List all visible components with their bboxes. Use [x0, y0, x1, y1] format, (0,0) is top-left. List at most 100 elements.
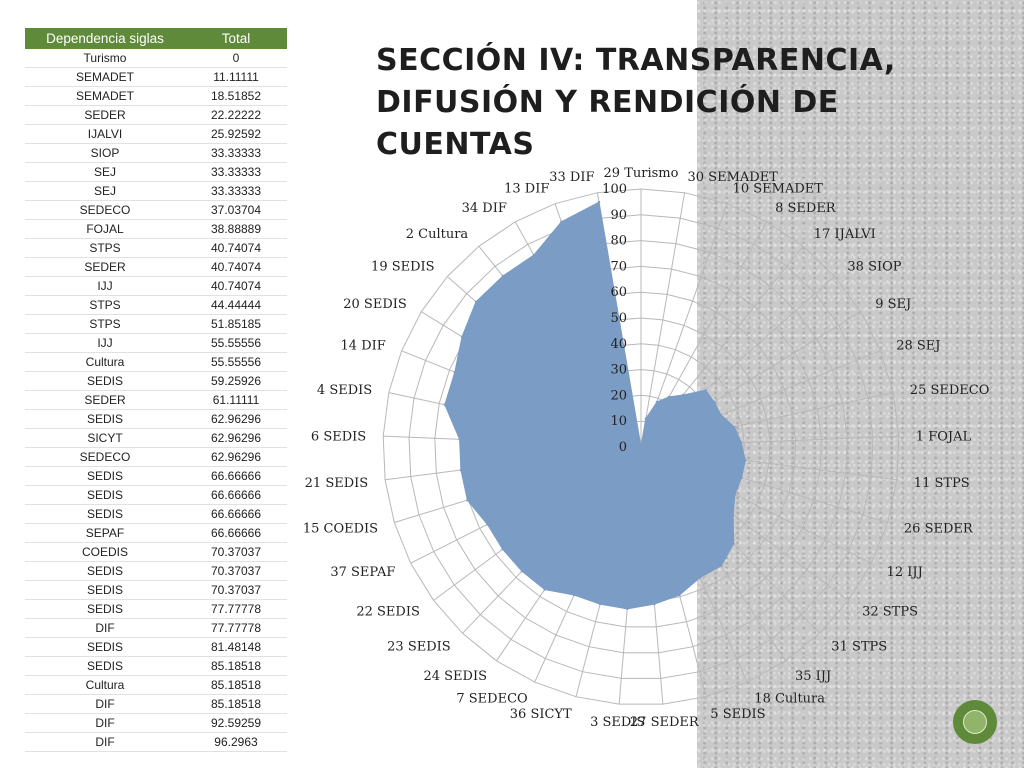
data-point: [458, 438, 461, 441]
textured-gray-panel: [697, 0, 1024, 768]
category-label: 26 SEDER: [904, 522, 974, 537]
category-label: 18 Cultura: [754, 692, 825, 707]
cell-dependencia: COEDIS: [25, 542, 185, 562]
category-label: 29 Turismo: [604, 166, 679, 181]
cell-dependencia: SEPAF: [25, 523, 185, 543]
category-label: 1 FOJAL: [916, 429, 972, 444]
cell-dependencia: Cultura: [25, 675, 185, 695]
data-point: [653, 602, 656, 606]
table-row: SEDIS 77.77778: [25, 599, 287, 619]
category-label: 37 SEPAF: [330, 565, 395, 580]
data-point: [443, 403, 446, 406]
series-area: [444, 201, 746, 610]
category-label: 5 SEDIS: [710, 707, 765, 722]
cell-total: 25.92592: [185, 124, 287, 144]
r-tick-label: 10: [610, 414, 627, 429]
table-row: SEPAF 66.66666: [25, 523, 287, 543]
cell-dependencia: SEMADET: [25, 86, 185, 106]
cell-dependencia: DIF: [25, 694, 185, 714]
cell-total: 22.22222: [185, 105, 287, 125]
r-tick-label: 80: [610, 234, 627, 249]
cell-dependencia: SICYT: [25, 428, 185, 448]
data-point: [644, 417, 647, 420]
cell-dependencia: STPS: [25, 238, 185, 258]
category-label: 33 DIF: [549, 170, 594, 185]
table-row: IJJ 55.55556: [25, 333, 287, 353]
data-point: [572, 593, 576, 597]
slide-nav-button[interactable]: [953, 700, 997, 744]
category-label: 14 DIF: [341, 339, 386, 354]
category-label: 28 SEJ: [896, 339, 940, 354]
cell-dependencia: STPS: [25, 314, 185, 334]
category-label: 15 COEDIS: [303, 522, 378, 537]
table-row: SIOP 33.33333: [25, 143, 287, 163]
r-tick-label: 100: [602, 182, 627, 197]
r-tick-label: 60: [610, 285, 627, 300]
category-label: 34 DIF: [462, 201, 507, 216]
data-point: [733, 425, 736, 429]
cell-total: 66.66666: [185, 485, 287, 505]
cell-dependencia: SIOP: [25, 143, 185, 163]
table-row: STPS 44.44444: [25, 295, 287, 315]
table-row: SEDIS 70.37037: [25, 561, 287, 581]
data-point: [597, 200, 601, 204]
data-point: [560, 220, 563, 223]
cell-dependencia: SEDIS: [25, 656, 185, 676]
table-row: SEMADET 11.11111: [25, 67, 287, 87]
data-point: [543, 588, 546, 591]
cell-dependencia: Cultura: [25, 352, 185, 372]
data-point: [667, 395, 671, 399]
cell-dependencia: SEDIS: [25, 485, 185, 505]
table-row: SEMADET 18.51852: [25, 86, 287, 106]
category-label: 20 SEDIS: [343, 297, 407, 312]
cell-total: 77.77778: [185, 618, 287, 638]
cell-total: 66.66666: [185, 466, 287, 486]
cell-dependencia: DIF: [25, 713, 185, 733]
cell-total: 40.74074: [185, 238, 287, 258]
data-point: [453, 371, 456, 374]
data-point: [732, 514, 735, 517]
table-row: DIF 96.2963: [25, 732, 287, 752]
table-row: STPS 51.85185: [25, 314, 287, 334]
cell-dependencia: Turismo: [25, 49, 185, 68]
data-point: [520, 570, 524, 573]
cell-total: 85.18518: [185, 675, 287, 695]
category-label: 10 SEMADET: [733, 182, 824, 197]
table-row: SEDIS 59.25926: [25, 371, 287, 391]
table-row: SEDIS 81.48148: [25, 637, 287, 657]
cell-total: 70.37037: [185, 542, 287, 562]
category-label: 31 STPS: [831, 640, 887, 655]
table-row: DIF 77.77778: [25, 618, 287, 638]
category-label: 32 STPS: [862, 605, 918, 620]
r-tick-label: 70: [610, 259, 627, 274]
cell-dependencia: SEDIS: [25, 580, 185, 600]
table-header-row: Dependencia siglas Total: [25, 28, 287, 49]
cell-total: 37.03704: [185, 200, 287, 220]
data-point: [459, 468, 463, 472]
cell-total: 85.18518: [185, 694, 287, 714]
cell-dependencia: DIF: [25, 618, 185, 638]
category-label: 24 SEDIS: [423, 669, 487, 684]
cell-total: 96.2963: [185, 732, 287, 752]
table-row: SEDIS 85.18518: [25, 656, 287, 676]
cell-total: 33.33333: [185, 143, 287, 163]
r-tick-label: 50: [610, 311, 627, 326]
cell-dependencia: SEDECO: [25, 200, 185, 220]
category-label: 38 SIOP: [847, 259, 901, 274]
category-label: 9 SEJ: [875, 297, 911, 312]
category-label: 23 SEDIS: [387, 640, 451, 655]
data-point: [720, 564, 723, 567]
r-tick-label: 0: [619, 440, 627, 455]
table-row: SEJ 33.33333: [25, 162, 287, 182]
cell-total: 61.11111: [185, 390, 287, 410]
grid-spoke: [640, 192, 686, 448]
table-row: IJJ 40.74074: [25, 276, 287, 296]
table-row: Turismo 0: [25, 49, 287, 68]
cell-dependencia: SEDIS: [25, 466, 185, 486]
cell-dependencia: SEDIS: [25, 599, 185, 619]
category-label: 17 IJALVI: [814, 227, 876, 242]
table-row: SEDECO 62.96296: [25, 447, 287, 467]
data-point: [678, 593, 681, 597]
cell-total: 66.66666: [185, 504, 287, 524]
category-label: 22 SEDIS: [356, 605, 420, 620]
